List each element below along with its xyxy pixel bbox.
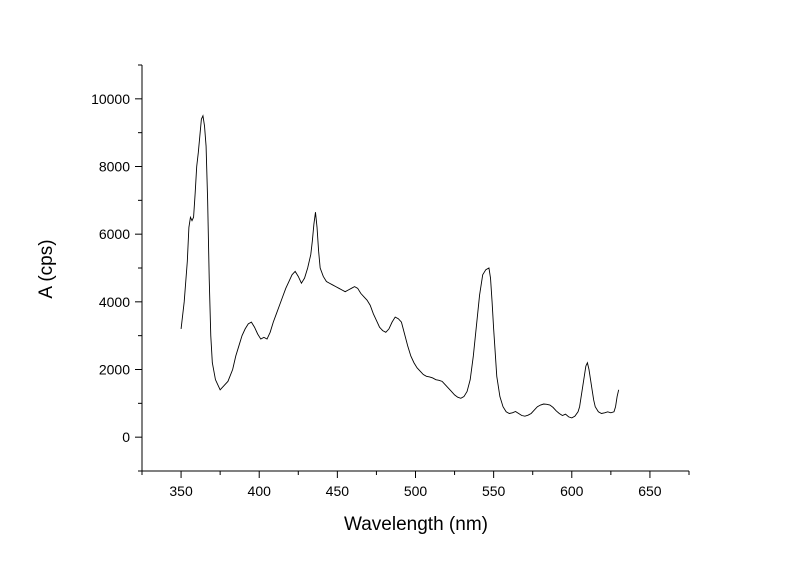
spectrum-line: [180, 114, 620, 419]
x-tick-label: 350: [169, 483, 193, 499]
x-tick-label: 500: [404, 483, 428, 499]
y-tick-label: 0: [122, 429, 130, 445]
x-tick-label: 650: [638, 483, 662, 499]
x-axis: 350 400 450 500 550 600 650: [141, 470, 690, 499]
x-tick-label: 550: [482, 483, 506, 499]
y-tick-label: 2000: [99, 362, 130, 378]
y-tick-label: 10000: [91, 91, 130, 107]
y-axis: 0 2000 4000 6000 8000 10000: [91, 64, 143, 472]
plot-area: [180, 114, 620, 419]
y-axis-title: A (cps): [36, 239, 57, 298]
x-tick-label: 400: [248, 483, 272, 499]
x-tick-label: 450: [326, 483, 350, 499]
y-tick-label: 4000: [99, 294, 130, 310]
y-tick-label: 8000: [99, 159, 130, 175]
y-tick-label: 6000: [99, 226, 130, 242]
x-tick-label: 600: [560, 483, 584, 499]
x-axis-title: Wavelength (nm): [344, 514, 488, 535]
